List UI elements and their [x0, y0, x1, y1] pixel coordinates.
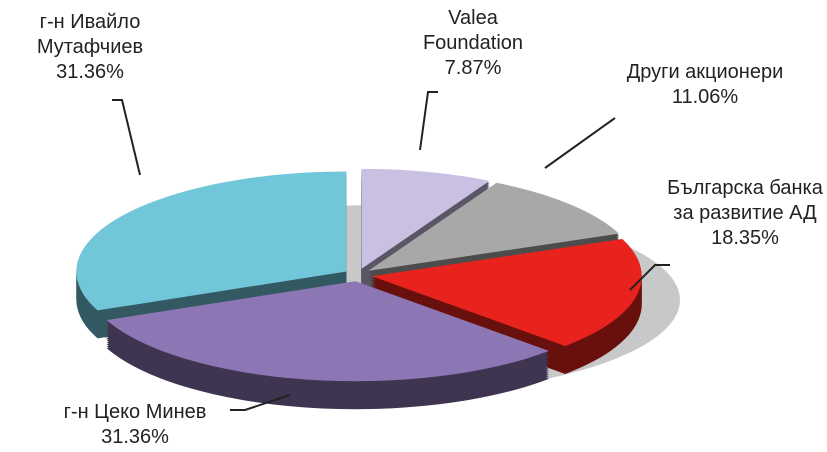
slice-label: Valea Foundation 7.87% [408, 6, 538, 81]
slice-label: г-н Цеко Минев 31.36% [20, 400, 250, 450]
slice-label: Българска банка за развитие АД 18.35% [660, 176, 827, 251]
slice [106, 281, 549, 382]
category: г-н Цеко Минев [63, 401, 207, 423]
slice-label: Други акционери 11.06% [620, 60, 790, 110]
slice [368, 182, 620, 271]
percent: 31.36% [101, 426, 169, 448]
slice [76, 171, 347, 311]
slice [371, 239, 642, 346]
category: Valea Foundation [422, 7, 524, 54]
slice [361, 168, 490, 269]
percent: 7.87% [444, 57, 502, 79]
leader-lines [112, 91, 670, 411]
slice-label: г-н Ивайло Мутафчиев 31.36% [0, 10, 180, 85]
category: г-н Ивайло Мутафчиев [36, 11, 144, 58]
percent: 18.35% [711, 227, 779, 249]
category: Българска банка за развитие АД [667, 177, 823, 224]
percent: 11.06% [671, 86, 739, 108]
category: Други акционери [626, 61, 784, 83]
percent: 31.36% [56, 61, 124, 83]
